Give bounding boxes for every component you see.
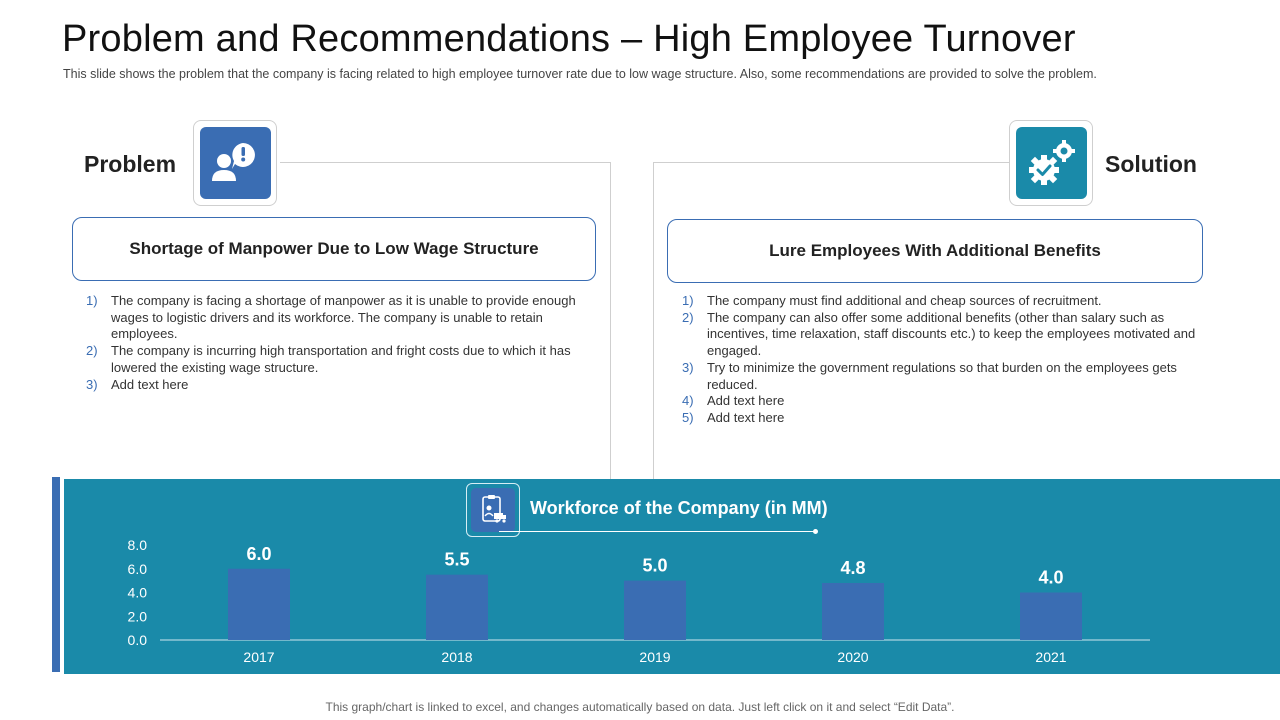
- x-tick-label: 2018: [441, 649, 472, 665]
- bar-data-label: 6.0: [246, 544, 271, 564]
- x-tick-label: 2019: [639, 649, 670, 665]
- problem-points: 1) The company is facing a shortage of ma…: [86, 293, 586, 393]
- bar: [624, 580, 686, 640]
- chart-accent-bar: [52, 477, 60, 672]
- list-item: 4) Add text here: [682, 393, 785, 409]
- workforce-bar-chart: 0.0 2.0 4.0 6.0 8.0 6.0 2017 5.5 2018 5.0 2019 4.8 2…: [128, 537, 1150, 665]
- bar-data-label: 4.0: [1038, 568, 1063, 588]
- problem-headline: Shortage of Manpower Due to Low Wage Str…: [72, 217, 596, 281]
- bar-data-label: 4.8: [840, 558, 865, 578]
- workforce-clipboard-icon: [471, 488, 515, 532]
- list-item: 3) Add text here: [86, 376, 189, 392]
- x-tick-label: 2017: [243, 649, 274, 665]
- list-item: 3) Try to minimize the government regulat…: [682, 359, 1177, 392]
- problem-icon-tile: [193, 120, 277, 206]
- y-tick-label: 0.0: [128, 632, 148, 648]
- gears-check-icon: [1016, 127, 1087, 199]
- solution-icon-tile: [1009, 120, 1093, 206]
- y-tick-label: 6.0: [128, 561, 148, 577]
- chart-title: Workforce of the Company (in MM): [530, 498, 828, 518]
- solution-headline: Lure Employees With Additional Benefits: [667, 219, 1203, 283]
- solution-panel-frame: [653, 162, 1010, 482]
- chart-icon-tile: [466, 483, 520, 537]
- bar: [426, 574, 488, 640]
- problem-panel-frame: [280, 162, 611, 482]
- solution-points: 1) The company must find additional and c…: [682, 293, 1197, 427]
- page-subtitle: This slide shows the problem that the co…: [63, 67, 1097, 81]
- chart-footnote: This graph/chart is linked to excel, and…: [325, 700, 955, 714]
- bar-data-label: 5.5: [444, 550, 469, 570]
- x-tick-label: 2020: [837, 649, 868, 665]
- x-tick-label: 2021: [1035, 649, 1066, 665]
- list-item: 5) Add text here: [682, 409, 785, 425]
- bar: [228, 568, 290, 640]
- chart-title-underline: [499, 531, 815, 532]
- solution-heading: Solution: [1105, 151, 1197, 177]
- y-tick-label: 4.0: [128, 585, 148, 601]
- bar: [822, 583, 884, 640]
- y-tick-label: 2.0: [128, 608, 148, 624]
- chart-title-underline-dot: [813, 529, 818, 534]
- bar-data-label: 5.0: [642, 556, 667, 576]
- list-item: 1) The company is facing a shortage of ma…: [86, 293, 576, 342]
- list-item: 2) The company can also offer some additi…: [682, 309, 1196, 359]
- y-tick-label: 8.0: [128, 537, 148, 553]
- list-item: 2) The company is incurring high transpor…: [86, 343, 571, 375]
- bar: [1020, 592, 1082, 640]
- page-title: Problem and Recommendations – High Emplo…: [62, 18, 1076, 60]
- person-alert-icon: [200, 127, 271, 199]
- list-item: 1) The company must find additional and c…: [682, 293, 1102, 308]
- problem-heading: Problem: [84, 151, 177, 177]
